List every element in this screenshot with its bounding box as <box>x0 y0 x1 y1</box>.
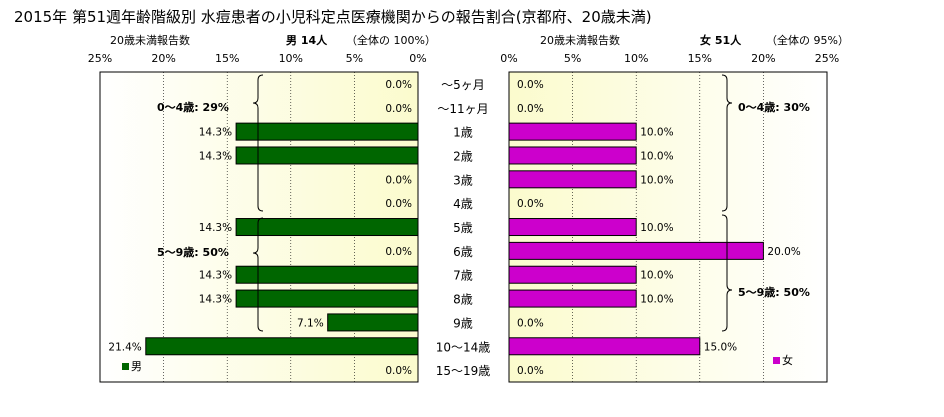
category-label: 1歳 <box>453 126 473 140</box>
female-data-label: 10.0% <box>640 294 673 306</box>
male-tick-label: 25% <box>88 52 112 65</box>
male-bar <box>235 122 419 141</box>
female-tick-label: 10% <box>624 52 648 65</box>
female-data-label: 0.0% <box>517 198 544 210</box>
male-data-label: 14.3% <box>199 270 232 282</box>
female-bar <box>508 146 637 165</box>
female-data-label: 20.0% <box>767 246 800 258</box>
female-bar <box>508 218 637 237</box>
category-label: 6歳 <box>453 245 473 259</box>
male-data-label: 14.3% <box>199 127 232 139</box>
female-legend-label: 女 <box>782 353 793 367</box>
male-data-label: 0.0% <box>385 103 412 115</box>
male-data-label: 7.1% <box>297 317 324 329</box>
female-data-label: 0.0% <box>517 317 544 329</box>
male-bars <box>145 122 419 356</box>
male-data-labels: 0.0% 0.0% 14.3% 14.3% 0.0% 0.0% 14.3% 0.0% 14.3%… <box>108 79 412 377</box>
category-label: 3歳 <box>453 173 473 187</box>
female-bar <box>508 241 764 260</box>
male-data-label: 0.0% <box>385 198 412 210</box>
category-label: ～11ヶ月 <box>437 102 488 116</box>
male-legend-label: 男 <box>131 360 142 373</box>
female-bar <box>508 170 637 189</box>
female-data-label: 0.0% <box>517 365 544 377</box>
female-bars <box>508 122 764 356</box>
female-data-labels: 0.0% 0.0% 10.0% 10.0% 10.0% 0.0% 10.0% 20.0% 10.… <box>517 79 801 377</box>
female-tick-label: 0% <box>500 52 517 65</box>
category-label: 15～19歳 <box>436 364 491 378</box>
female-group-label-5-9: 5～9歳: 50% <box>738 285 810 299</box>
male-data-label: 14.3% <box>199 222 232 234</box>
male-brace-5-9 <box>252 217 264 332</box>
female-bar <box>508 337 701 356</box>
female-tick-labels: 0% 5% 10% 15% 20% 25% <box>500 52 839 65</box>
category-labels: ～5ヶ月 ～11ヶ月 1歳 2歳 3歳 4歳 5歳 6歳 7歳 8歳 9歳 10～14歳 15～19歳 <box>436 78 491 378</box>
male-tick-label: 0% <box>409 52 426 65</box>
male-data-label: 0.0% <box>385 79 412 91</box>
category-label: ～5ヶ月 <box>441 78 485 92</box>
category-label: 8歳 <box>453 293 473 307</box>
female-data-label: 0.0% <box>517 103 544 115</box>
male-data-label: 0.0% <box>385 174 412 186</box>
male-header: 男 14人 <box>286 33 328 47</box>
female-brace-5-9 <box>721 214 733 332</box>
male-bar <box>235 146 419 165</box>
category-label: 9歳 <box>453 316 473 330</box>
female-data-label: 10.0% <box>640 150 673 162</box>
male-group-label-0-4: 0～4歳: 29% <box>157 100 229 114</box>
male-brace-0-4 <box>252 74 264 212</box>
male-tick-label: 20% <box>151 52 175 65</box>
female-bar <box>508 265 637 284</box>
female-brace-0-4 <box>721 74 733 212</box>
female-group-label-0-4: 0～4歳: 30% <box>738 100 810 114</box>
male-axis-title: 20歳未満報告数 <box>110 34 190 47</box>
male-data-label: 14.3% <box>199 150 232 162</box>
male-bar <box>327 313 419 332</box>
female-tick-label: 25% <box>815 52 839 65</box>
female-tick-label: 20% <box>751 52 775 65</box>
male-tick-label: 10% <box>279 52 303 65</box>
female-data-label: 0.0% <box>517 79 544 91</box>
male-bar <box>145 337 419 356</box>
male-bar <box>235 265 419 284</box>
female-data-label: 10.0% <box>640 222 673 234</box>
male-data-label: 14.3% <box>199 294 232 306</box>
male-legend-swatch <box>122 363 129 370</box>
female-data-label: 10.0% <box>640 127 673 139</box>
female-data-label: 15.0% <box>704 341 737 353</box>
male-data-label: 21.4% <box>108 341 141 353</box>
category-label: 10～14歳 <box>436 340 491 354</box>
male-header-note: （全体の 100%） <box>346 33 436 47</box>
chart-title: 2015年 第51週年齢階級別 水痘患者の小児科定点医療機関からの報告割合(京都… <box>14 8 652 26</box>
female-header-note: （全体の 95%） <box>766 33 849 47</box>
male-data-label: 0.0% <box>385 246 412 258</box>
male-group-label-5-9: 5～9歳: 50% <box>157 245 229 259</box>
female-header: 女 51人 <box>700 33 742 47</box>
category-label: 5歳 <box>453 221 473 235</box>
female-tick-label: 5% <box>564 52 581 65</box>
female-tick-label: 15% <box>688 52 712 65</box>
female-data-label: 10.0% <box>640 270 673 282</box>
female-axis-title: 20歳未満報告数 <box>540 34 620 47</box>
male-data-label: 0.0% <box>385 365 412 377</box>
male-tick-label: 15% <box>215 52 239 65</box>
male-tick-labels: 0% 5% 10% 15% 20% 25% <box>88 52 427 65</box>
female-legend-swatch <box>773 357 780 364</box>
female-data-label: 10.0% <box>640 174 673 186</box>
male-bar <box>235 218 419 237</box>
category-label: 2歳 <box>453 149 473 163</box>
category-label: 7歳 <box>453 269 473 283</box>
category-label: 4歳 <box>453 197 473 211</box>
female-bar <box>508 122 637 141</box>
male-bar <box>235 289 419 308</box>
female-bar <box>508 289 637 308</box>
male-tick-label: 5% <box>346 52 363 65</box>
